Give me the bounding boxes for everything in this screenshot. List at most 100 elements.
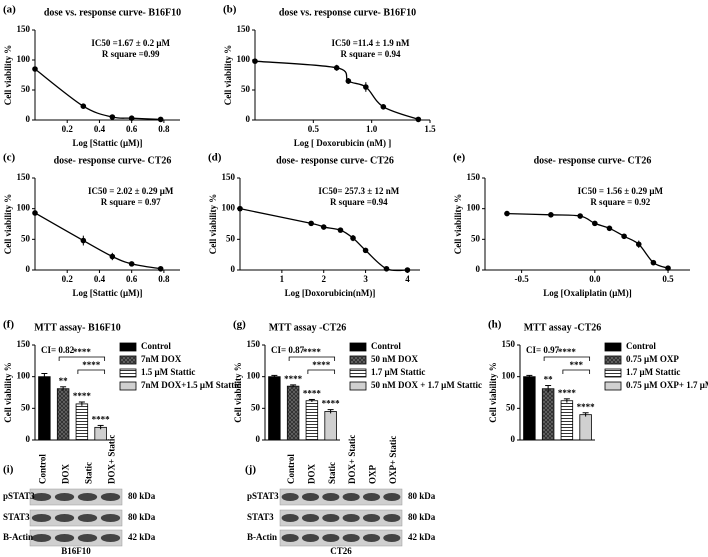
blot-band [54, 534, 75, 542]
annotation: IC50 =11.4 ± 1.9 nM [331, 38, 410, 48]
panel-label: (a) [3, 4, 16, 16]
y-tick-label: 150 [237, 24, 251, 34]
y-tick-label: 100 [502, 371, 516, 381]
blot-band [31, 534, 52, 542]
x-tick-label: 4 [405, 274, 410, 284]
x-tick-label: 2 [321, 274, 326, 284]
legend-label: 50 nM DOX [371, 354, 419, 364]
x-tick-label: 0.5 [662, 274, 674, 284]
x-tick-label: 0.4 [94, 274, 106, 284]
bar-hatch [287, 386, 299, 440]
y-tick-label: 150 [222, 172, 236, 182]
row-label: STAT3 [3, 512, 30, 522]
data-point [650, 259, 657, 266]
x-tick-label: 0.8 [158, 274, 170, 284]
annotation: R square = 0.92 [590, 197, 650, 207]
data-point [333, 65, 340, 71]
x-axis-label: Log [ Doxorubicin (nM) ] [294, 138, 392, 148]
row-size: 80 kDa [408, 512, 436, 522]
blot-band [281, 534, 299, 542]
blot-band [362, 534, 381, 542]
legend-hatch [350, 369, 366, 377]
panel-label: (i) [3, 464, 14, 476]
x-tick-label: -0.5 [514, 274, 529, 284]
legend-hatch [120, 369, 136, 377]
x-tick-label: 0.2 [62, 124, 74, 134]
comparison-label: *** [570, 360, 584, 370]
y-tick-label: 50 [21, 84, 31, 94]
data-point [109, 114, 116, 120]
y-tick-label: 50 [21, 402, 31, 412]
y-tick-label: 100 [237, 54, 251, 64]
y-tick-label: 50 [21, 233, 31, 243]
data-point [504, 210, 510, 217]
blot-band [301, 493, 320, 501]
y-tick-label: 0 [476, 264, 481, 274]
x-tick-label: 0.2 [62, 274, 74, 284]
data-point [665, 265, 671, 271]
annotation: IC50 = 2.02 ± 0.29 μM [88, 186, 174, 196]
data-point [128, 261, 135, 267]
blot-band [77, 493, 98, 501]
legend-label: 7nM DOX+1.5 μM Stattic [141, 380, 241, 390]
blot-band [100, 514, 121, 522]
comparison-label: **** [558, 347, 577, 357]
blot-band [301, 534, 320, 542]
x-tick-label: 0.6 [126, 124, 138, 134]
data-point [109, 253, 116, 260]
panel-label: (b) [223, 4, 237, 16]
data-point [80, 103, 87, 109]
lane-label: OXP [368, 465, 378, 485]
x-axis-label: Log [Stattic (μM)] [72, 288, 142, 298]
comparison-label: **** [312, 360, 331, 370]
blot-band [322, 514, 340, 522]
blot-strip [29, 509, 123, 527]
bar-hatch [57, 388, 69, 440]
blot-band [383, 493, 401, 501]
y-tick-label: 50 [251, 402, 261, 412]
chart-title: MTT assay -CT26 [269, 322, 347, 333]
annotation: IC50= 257.3 ± 12 nM [318, 186, 399, 196]
legend-label: 1.7 μM Stattic [626, 367, 680, 377]
legend-label: Control [371, 341, 401, 351]
annotation: CI= 0.97 [526, 345, 560, 355]
significance: ** [544, 375, 554, 385]
blot-strip [29, 488, 123, 506]
blot-band [77, 514, 98, 522]
blot-band [31, 493, 52, 501]
bar-hatch [306, 400, 318, 440]
legend-label: 0.75 μM OXP+ 1.7 μM Stattic [626, 380, 708, 390]
y-tick-label: 100 [17, 371, 31, 381]
bar-hatch [76, 403, 88, 440]
blot-band [322, 534, 340, 542]
blot-band [281, 493, 299, 501]
y-tick-label: 50 [241, 84, 251, 94]
row-size: 80 kDa [128, 512, 156, 522]
y-tick-label: 0 [511, 434, 516, 444]
row-label: pSTAT3 [247, 491, 279, 501]
y-tick-label: 0 [246, 114, 251, 124]
panel-label: (e) [453, 152, 466, 164]
x-tick-label: 0.8 [158, 124, 170, 134]
data-point [350, 235, 356, 241]
bar [268, 376, 281, 441]
panel-label: (g) [233, 319, 246, 331]
y-tick-label: 150 [17, 172, 31, 182]
blot-band [31, 514, 52, 522]
lane-label: DOX [61, 464, 71, 485]
y-tick-label: 0 [256, 434, 261, 444]
lane-label: Static [327, 462, 337, 484]
data-point [308, 220, 314, 227]
annotation: IC50 = 1.56 ± 0.29 μM [578, 186, 664, 196]
y-axis-label: Cell viability % [208, 194, 218, 255]
x-axis-label: Log [Stattic (μM)] [72, 138, 142, 148]
significance: **** [558, 388, 577, 398]
comparison-bracket [288, 356, 336, 361]
comparison-bracket [77, 369, 106, 374]
fit-curve [34, 68, 161, 121]
data-point [320, 224, 327, 230]
data-point [80, 237, 87, 244]
comparison-label: **** [82, 360, 101, 370]
data-point [157, 265, 164, 272]
